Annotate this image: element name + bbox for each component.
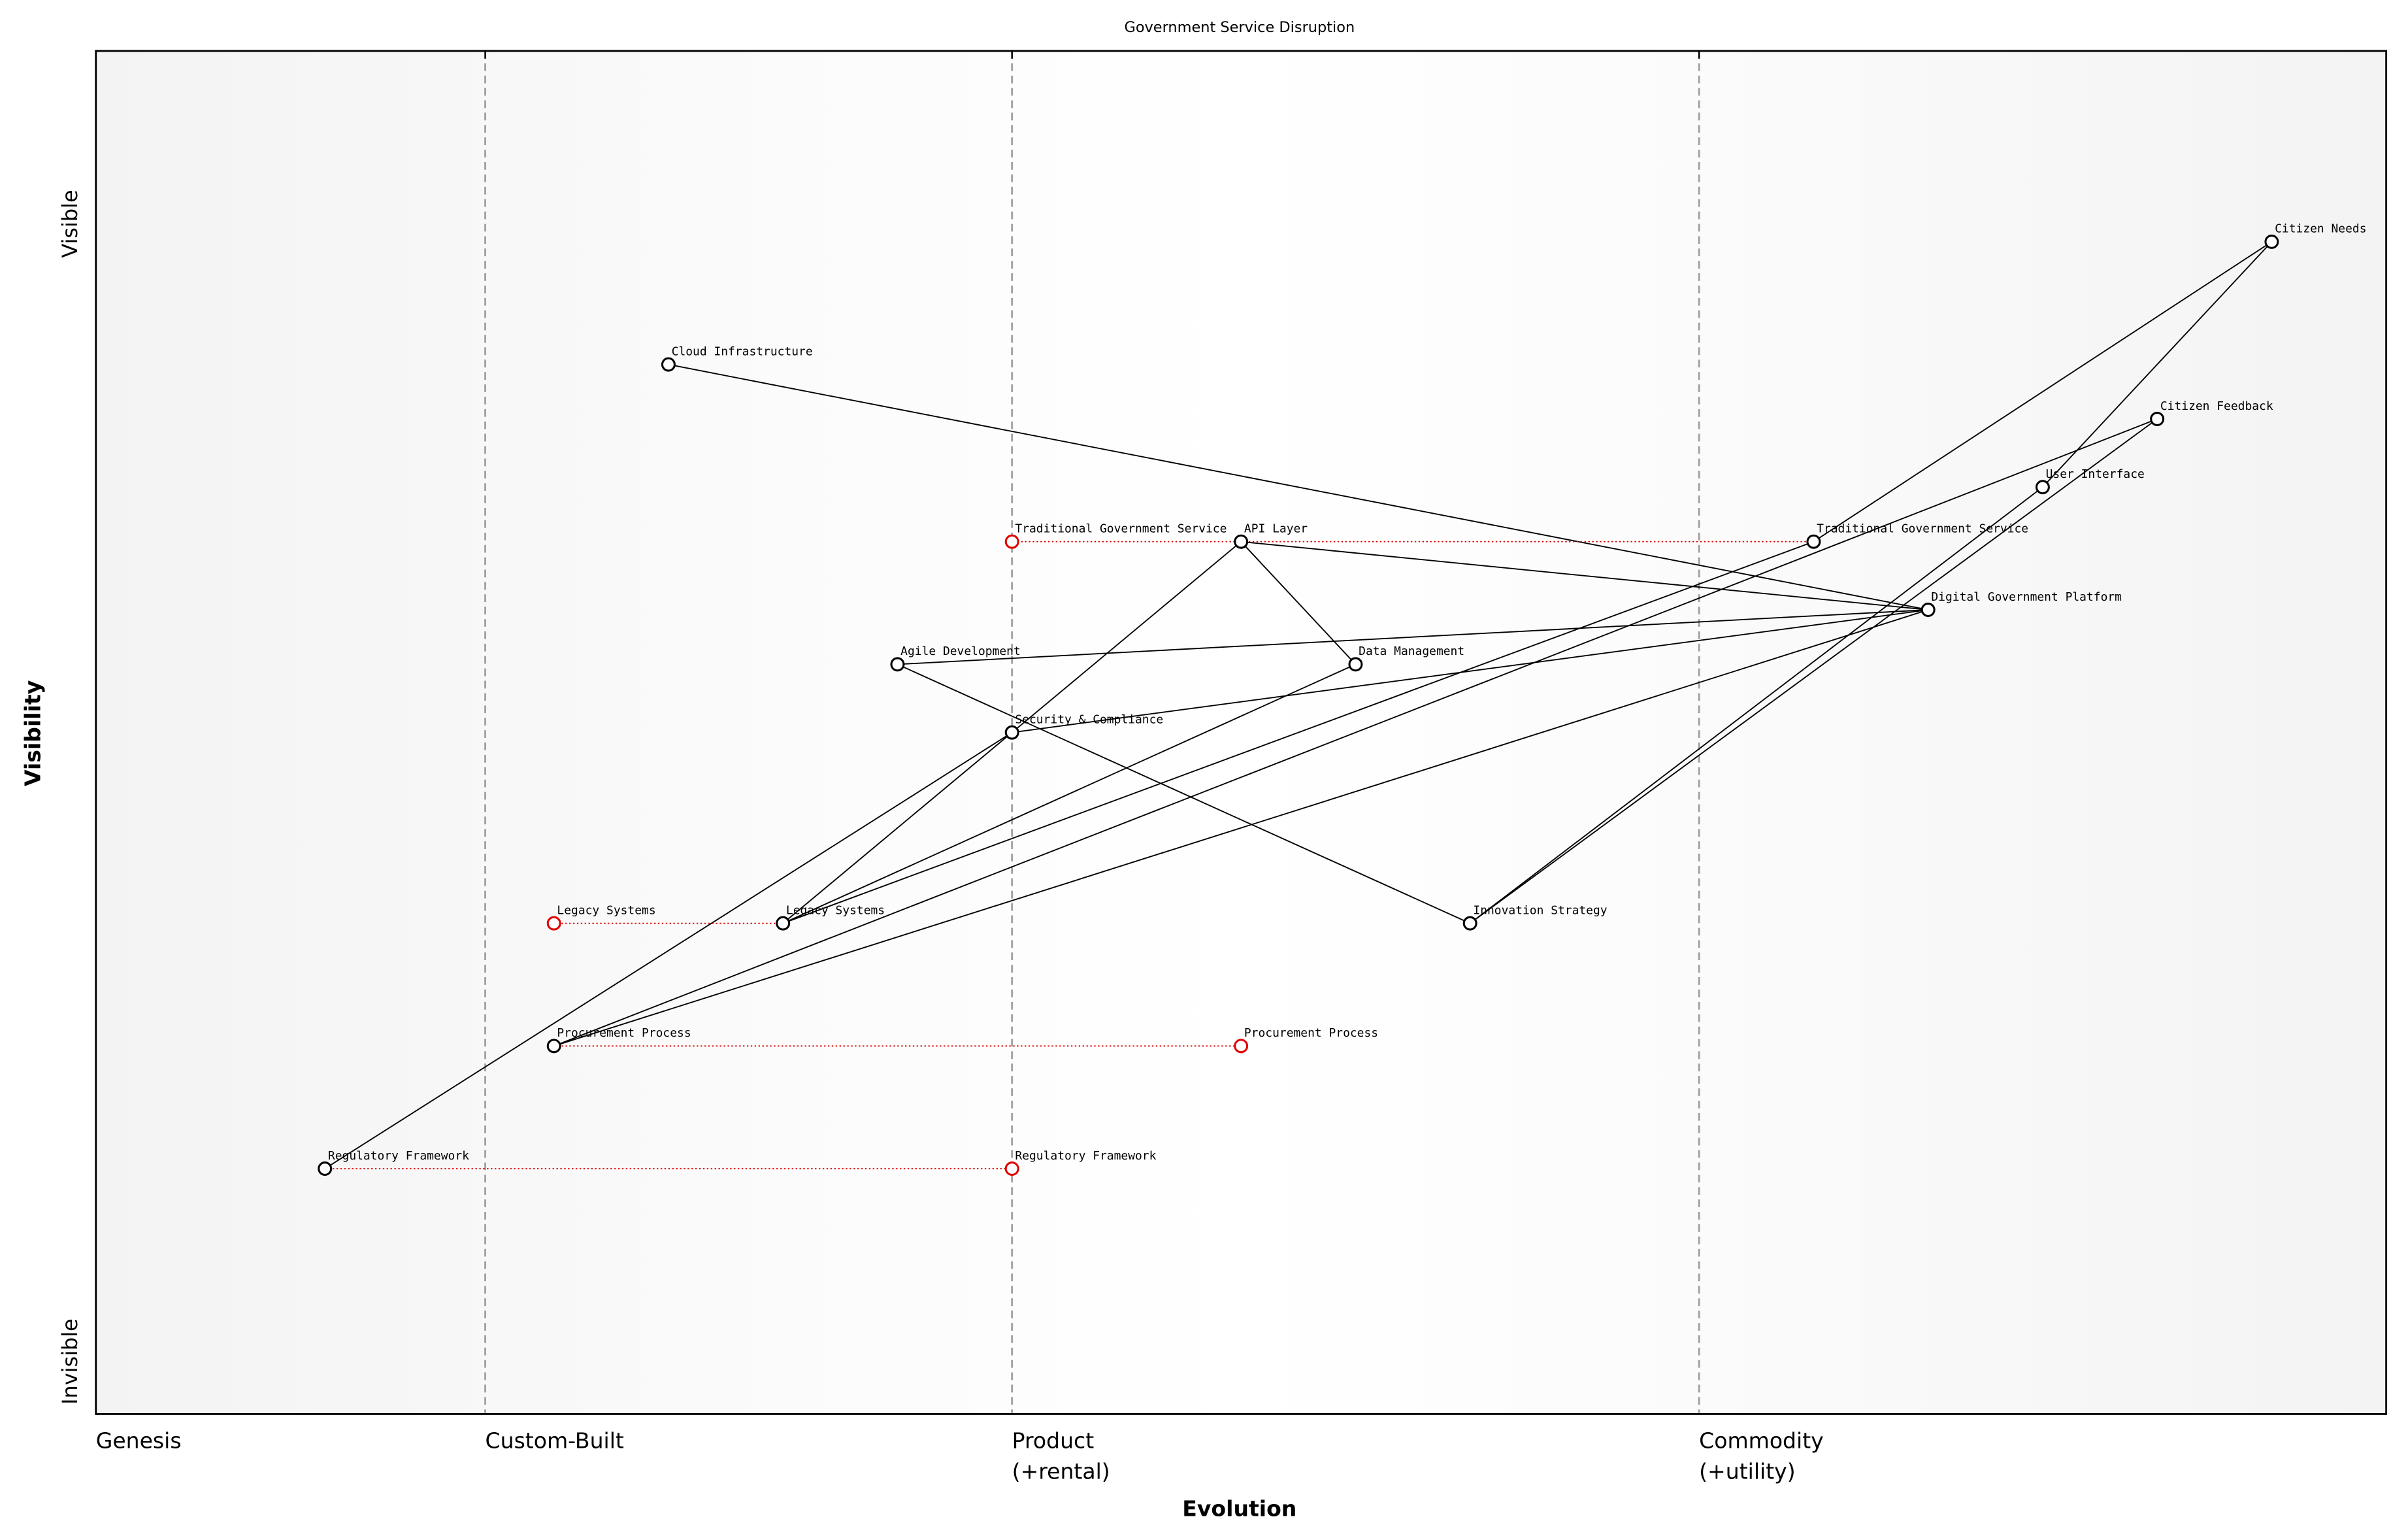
link <box>324 731 1013 1169</box>
evolved-node <box>546 916 561 931</box>
evolved-node-label: Procurement Process <box>1244 1026 1378 1040</box>
node-label: Traditional Government Service <box>1817 522 2028 536</box>
link <box>897 663 1471 924</box>
link <box>1012 541 1242 733</box>
x-tick-label: Commodity (+utility) <box>1699 1427 1824 1484</box>
y-top-label: Visible <box>58 190 82 258</box>
link <box>1813 241 2272 543</box>
link <box>668 363 1928 610</box>
evolved-node-label: Traditional Government Service <box>1015 522 1227 536</box>
link <box>1240 541 1357 665</box>
node <box>661 357 676 372</box>
node-label: User Interface <box>2046 467 2145 481</box>
node <box>2264 234 2279 249</box>
node-label: Security & Compliance <box>1015 713 1163 727</box>
link <box>2042 241 2273 488</box>
link <box>782 541 1814 924</box>
plot-frame <box>95 50 2388 1415</box>
node <box>2150 412 2165 427</box>
node-label: API Layer <box>1244 522 1308 536</box>
node <box>2035 480 2050 495</box>
link <box>553 609 1928 1047</box>
node <box>776 916 791 931</box>
link <box>897 609 1928 665</box>
link <box>1241 541 1928 610</box>
y-bottom-label: Invisible <box>58 1318 82 1404</box>
link <box>782 731 1013 924</box>
x-tick-label: Custom-Built <box>486 1427 624 1453</box>
evolved-node <box>1234 1039 1249 1054</box>
evolved-node <box>1004 1161 1019 1177</box>
node <box>1348 657 1363 672</box>
node-label: Data Management <box>1359 644 1464 658</box>
evolved-node-label: Legacy Systems <box>557 903 655 917</box>
node <box>1004 725 1019 740</box>
x-tick-label: Genesis <box>96 1427 182 1453</box>
node-label: Citizen Needs <box>2275 222 2366 236</box>
evolved-node <box>1004 534 1019 549</box>
node <box>1234 534 1249 549</box>
node <box>1462 916 1477 931</box>
node-label: Citizen Feedback <box>2160 399 2273 413</box>
link <box>553 418 2158 1047</box>
node <box>890 657 905 672</box>
link <box>782 663 1356 924</box>
node <box>1806 534 1821 549</box>
node-label: Innovation Strategy <box>1473 903 1607 917</box>
evolved-node-label: Regulatory Framework <box>1015 1149 1156 1163</box>
node-label: Agile Development <box>900 644 1021 658</box>
plot-background <box>95 50 2386 1414</box>
chart-title: Government Service Disruption <box>1124 19 1355 36</box>
node-label: Legacy Systems <box>786 903 885 917</box>
y-axis-label: Visibility <box>20 680 46 786</box>
link <box>1470 418 2158 924</box>
x-axis-label: Evolution <box>1182 1495 1296 1521</box>
node <box>546 1039 561 1054</box>
x-tick-label: Product (+rental) <box>1012 1427 1110 1484</box>
node <box>1921 603 1936 617</box>
node-label: Cloud Infrastructure <box>672 344 813 358</box>
node-label: Regulatory Framework <box>328 1149 469 1163</box>
node-label: Digital Government Platform <box>1931 590 2122 604</box>
node <box>318 1161 333 1177</box>
link <box>1012 609 1928 733</box>
link <box>1470 486 2043 924</box>
node-label: Procurement Process <box>557 1026 691 1040</box>
